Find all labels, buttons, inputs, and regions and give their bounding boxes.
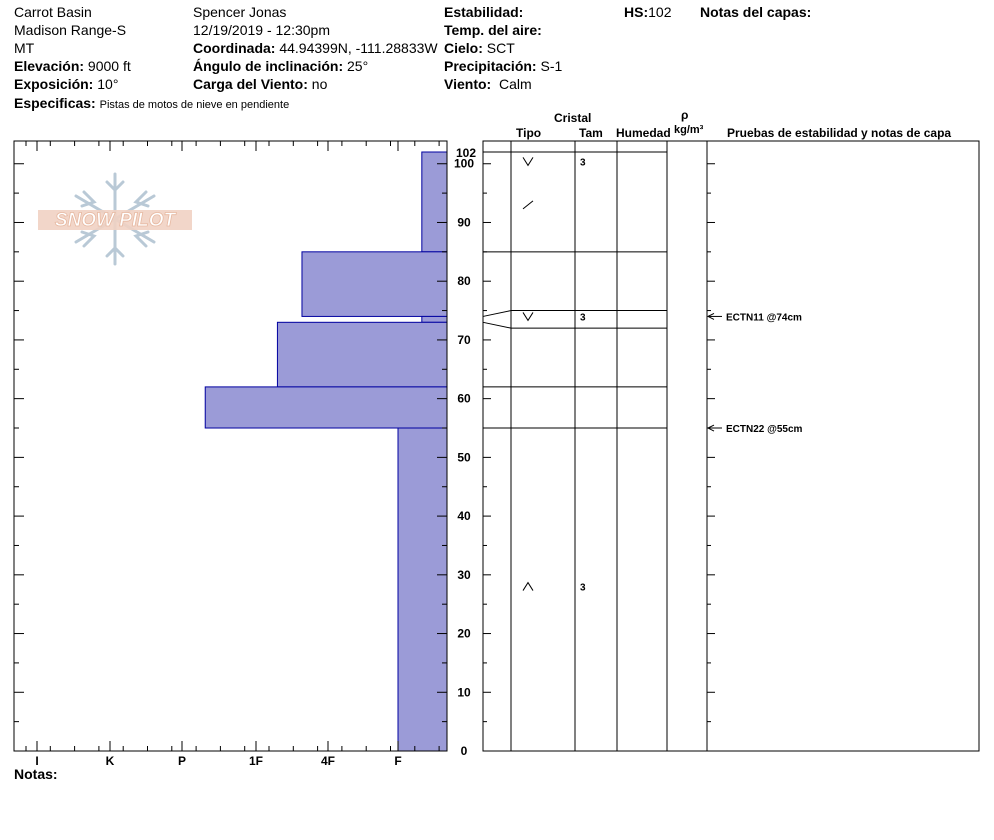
sky-label: Cielo: <box>444 40 483 56</box>
specifics-label: Especificas: <box>14 95 96 111</box>
depth-tick-label: 10 <box>457 685 471 699</box>
notes-label: Notas: <box>14 766 58 782</box>
boundary-connector <box>482 321 512 329</box>
hardness-tick-label: 4F <box>321 754 335 768</box>
observation-datetime: 12/19/2019 - 12:30pm <box>193 22 330 38</box>
specifics-value: Pistas de motos de nieve en pendiente <box>99 99 290 111</box>
hardness-bar <box>421 151 448 253</box>
wind-load: Carga del Viento: no <box>193 76 327 92</box>
hardness-tick-label: I <box>35 754 38 768</box>
aspect-label: Exposición: <box>14 76 94 92</box>
hardness-tick-label: K <box>106 754 115 768</box>
rho-header: ρ <box>681 108 689 122</box>
hardness-bar <box>276 321 448 388</box>
hardness-bar <box>421 315 448 323</box>
density-header: kg/m³ <box>674 124 704 136</box>
precipitation: Precipitación: S-1 <box>444 58 562 74</box>
precip-label: Precipitación: <box>444 58 537 74</box>
sky: Cielo: SCT <box>444 40 515 56</box>
hs-value: 102 <box>648 4 672 20</box>
observer-name: Spencer Jonas <box>193 4 287 20</box>
range-name: Madison Range-S <box>14 22 127 38</box>
hardness-bar <box>301 251 448 317</box>
boundary-connector <box>482 310 512 317</box>
aspect-value: 10° <box>97 76 119 92</box>
stability-label: Estabilidad: <box>444 4 524 20</box>
slope-value: 25° <box>347 58 369 74</box>
wind-value: Calm <box>498 76 532 92</box>
crystal-header: Cristal <box>554 111 592 125</box>
hs-label: HS: <box>624 4 649 20</box>
tests-header: Pruebas de estabilidad y notas de capa <box>727 126 952 140</box>
coord-value: 44.94399N, -111.28833W <box>279 40 438 56</box>
depth-tick-label: 0 <box>461 744 468 758</box>
depth-hoar-symbol <box>522 157 534 167</box>
sky-value: SCT <box>486 40 515 56</box>
depth-tick-label: 60 <box>457 392 471 406</box>
coordinates: Coordinada: 44.94399N, -111.28833W <box>193 40 438 56</box>
depth-hoar-symbol <box>522 312 534 322</box>
depth-tick-label: 20 <box>457 627 471 641</box>
hardness-bar <box>204 386 448 429</box>
layer-notes-label: Notas del capas: <box>700 4 812 20</box>
layer-table-frame <box>482 140 980 752</box>
depth-tick-label: 90 <box>457 215 471 229</box>
wind-label: Viento: <box>444 76 492 92</box>
snowpilot-logo: SNOW PILOT <box>38 172 192 266</box>
hardness-bar <box>397 427 448 752</box>
grain-size: 3 <box>580 312 586 323</box>
hardness-frame <box>13 140 448 752</box>
depth-tick-label: 100 <box>454 157 474 171</box>
slope-angle: Ángulo de inclinación: 25° <box>193 58 368 74</box>
depth-tick-label: 40 <box>457 509 471 523</box>
size-header: Tam <box>579 126 603 140</box>
hardness-bars <box>204 151 448 752</box>
air-temp-label: Temp. del aire: <box>444 22 542 38</box>
hardness-ticks: I K P 1F 4F F <box>25 141 440 768</box>
location-name: Carrot Basin <box>14 4 92 20</box>
wind: Viento: Calm <box>444 76 532 92</box>
fragment-symbol <box>522 200 534 210</box>
depth-tick-label: 50 <box>457 450 471 464</box>
moisture-header: Humedad <box>616 126 671 140</box>
wind-load-label: Carga del Viento: <box>193 76 308 92</box>
specifics: Especificas: Pistas de motos de nieve en… <box>14 95 289 113</box>
depth-top-label: 102 <box>456 146 476 160</box>
hardness-tick-label: P <box>178 754 186 768</box>
elevation: Elevación: 9000 ft <box>14 58 131 74</box>
coord-label: Coordinada: <box>193 40 276 56</box>
precip-value: S-1 <box>540 58 563 74</box>
test-arrow-head <box>706 312 715 320</box>
elevation-label: Elevación: <box>14 58 85 74</box>
logo-text: SNOW PILOT <box>55 210 177 231</box>
aspect: Exposición: 10° <box>14 76 118 92</box>
stability-test-label: ECTN11 @74cm <box>726 312 802 323</box>
depth-tick-label: 30 <box>457 568 471 582</box>
hardness-tick-label: F <box>394 754 401 768</box>
slope-label: Ángulo de inclinación: <box>193 58 344 74</box>
grain-size: 3 <box>580 583 586 594</box>
type-header: Tipo <box>516 126 542 140</box>
grain-size: 3 <box>580 157 586 168</box>
depth-tick-label: 80 <box>457 274 471 288</box>
hardness-tick-label: 1F <box>249 754 263 768</box>
elevation-value: 9000 ft <box>87 58 131 74</box>
faceted-symbol <box>522 581 534 591</box>
snow-height: HS:102 <box>624 4 671 20</box>
wind-load-value: no <box>311 76 328 92</box>
test-arrow-head <box>706 424 715 432</box>
state-name: MT <box>14 40 35 56</box>
stability-test-label: ECTN22 @55cm <box>726 424 803 435</box>
layer-table: 3 3 3 ECTN11 @74cm ECTN22 @55cm <box>482 140 980 752</box>
depth-tick-label: 70 <box>457 333 471 347</box>
